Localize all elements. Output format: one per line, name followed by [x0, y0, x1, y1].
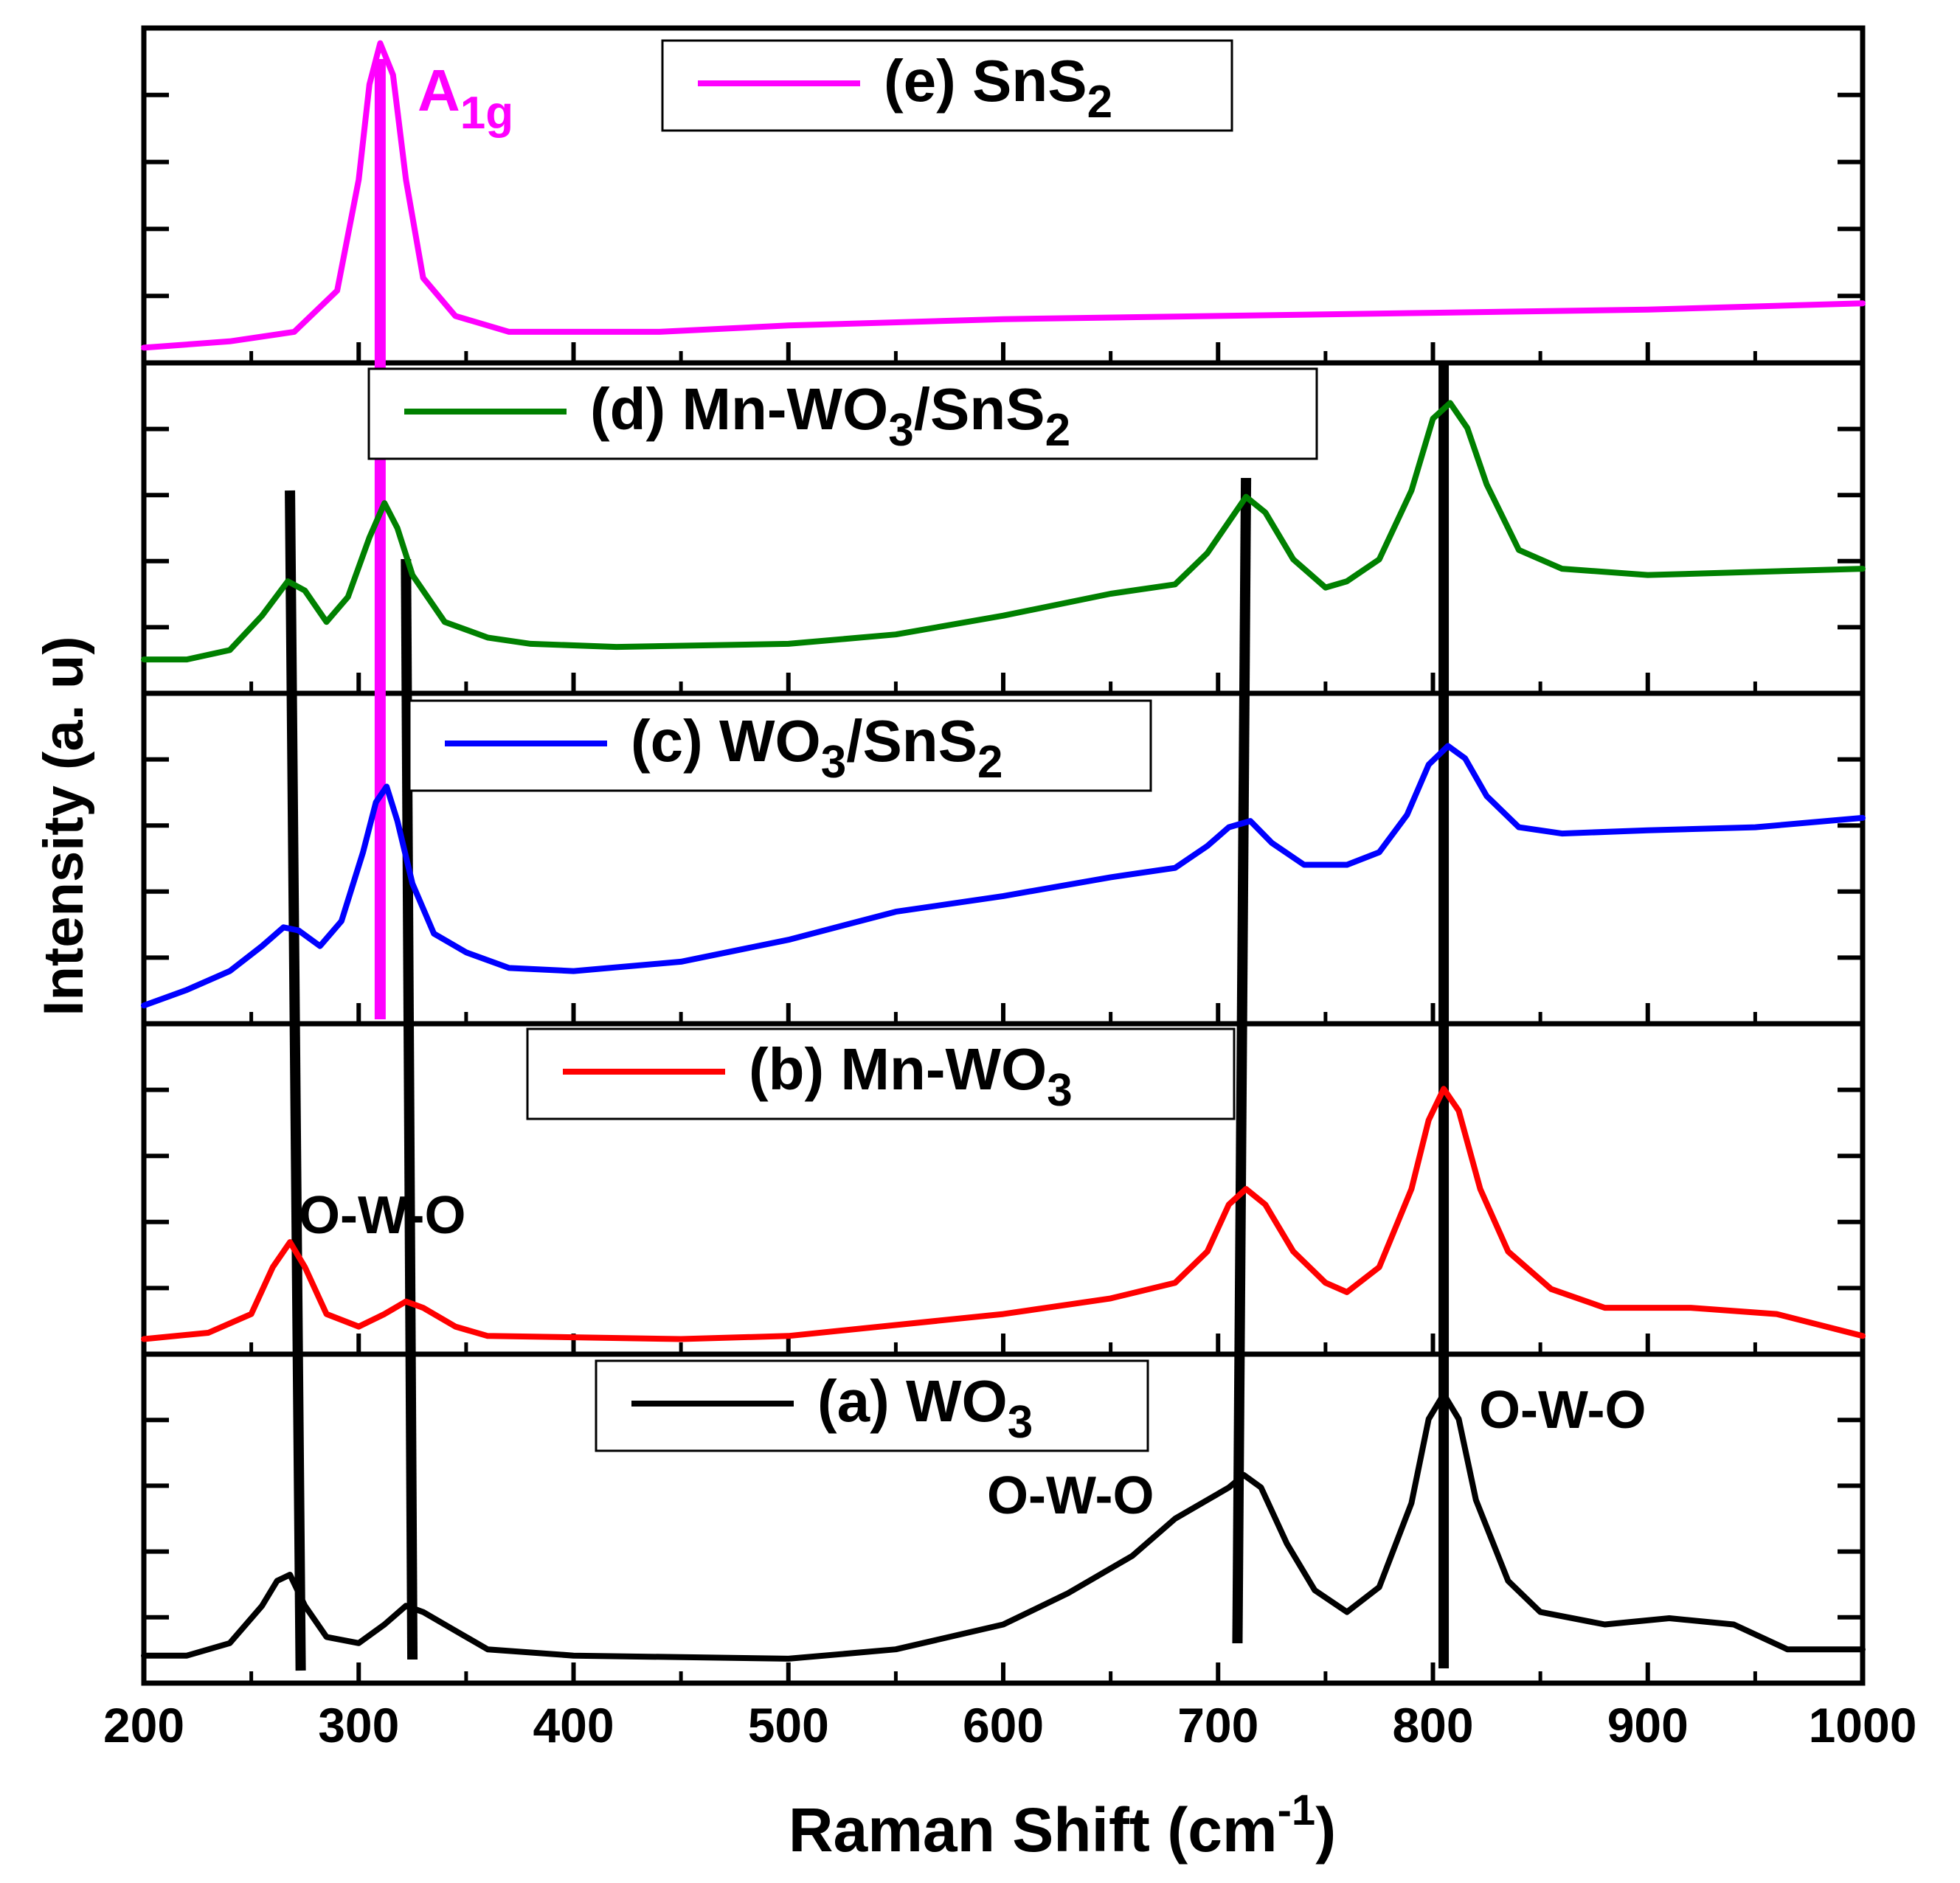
legend-label-sub: 3 [1008, 1397, 1033, 1448]
annotation-owo-2: O-W-O [987, 1466, 1154, 1525]
series-line-c [141, 743, 1866, 1009]
legends: (a) WO3(b) Mn-WO3(c) WO3/SnS2(d) Mn-WO3/… [367, 39, 1318, 1452]
y-axis-title: Intensity (a. u) [32, 636, 95, 1016]
legend-label: (d) Mn-WO3/SnS2 [590, 376, 1070, 456]
series-line-a [141, 1391, 1866, 1662]
legend-label-main: (a) WO [817, 1368, 1008, 1434]
legend-label: (c) WO3/SnS2 [631, 708, 1003, 788]
x-tick-label: 300 [318, 1698, 399, 1752]
ticks: 200 300 400 500 600 700 800 900 1000 [103, 92, 1917, 1752]
legend-label-sub: 2 [1087, 77, 1112, 128]
legend-label-main: (e) SnS [884, 48, 1087, 114]
x-tick-label: 400 [533, 1698, 614, 1752]
legend-label: (b) Mn-WO3 [749, 1036, 1073, 1116]
annotation-a1g-main: A [418, 58, 460, 123]
x-axis-title-main: Raman Shift (cm [789, 1795, 1278, 1865]
legend-a: (a) WO3 [595, 1359, 1149, 1452]
legend-b: (b) Mn-WO3 [526, 1027, 1236, 1120]
x-tick-label: 1000 [1809, 1698, 1917, 1752]
annotation-owo-3: O-W-O [1479, 1381, 1646, 1440]
series-line-e [141, 40, 1866, 351]
annotation-a1g-sub: 1g [460, 88, 513, 139]
annotation-a1g: A1g [418, 58, 513, 139]
reference-lines [285, 59, 1450, 1671]
series-line-d [141, 400, 1866, 663]
legend-label: (a) WO3 [817, 1368, 1033, 1448]
x-tick-label: 500 [748, 1698, 829, 1752]
legend-e: (e) SnS2 [661, 39, 1233, 132]
reference-line-ref-322 [401, 558, 418, 1660]
x-axis-title: Raman Shift (cm-1) [789, 1786, 1336, 1865]
x-axis-title-sup: -1 [1278, 1786, 1316, 1834]
x-tick-label: 600 [963, 1698, 1044, 1752]
legend-label-tail: /SnS [914, 376, 1045, 442]
legend-d: (d) Mn-WO3/SnS2 [367, 367, 1318, 460]
x-tick-label: 800 [1392, 1698, 1473, 1752]
annotation-owo-1: O-W-O [299, 1186, 465, 1245]
x-tick-label: 700 [1177, 1698, 1258, 1752]
legend-label-tail: /SnS [846, 708, 977, 774]
legend-label-tail-sub: 2 [1045, 405, 1070, 456]
legend-label-sub: 3 [821, 737, 846, 788]
x-axis-title-tail: ) [1315, 1795, 1336, 1865]
x-tick-label: 900 [1607, 1698, 1689, 1752]
legend-label-sub: 3 [1047, 1065, 1072, 1116]
annotations: O-W-O O-W-O O-W-O A1g [299, 58, 1646, 1525]
series-group [141, 40, 1866, 1662]
legend-label-sub: 3 [888, 405, 913, 456]
legend-c: (c) WO3/SnS2 [408, 699, 1152, 792]
legend-label-main: (d) Mn-WO [590, 376, 888, 442]
x-tick-label: 200 [103, 1698, 184, 1752]
legend-label: (e) SnS2 [884, 48, 1112, 128]
legend-label-main: (c) WO [631, 708, 821, 774]
reference-line-ref-268 [285, 490, 306, 1671]
series-line-b [141, 1086, 1866, 1342]
reference-line-ref-713 [1232, 477, 1252, 1644]
legend-label-main: (b) Mn-WO [749, 1036, 1047, 1102]
legend-label-tail-sub: 2 [977, 737, 1002, 788]
